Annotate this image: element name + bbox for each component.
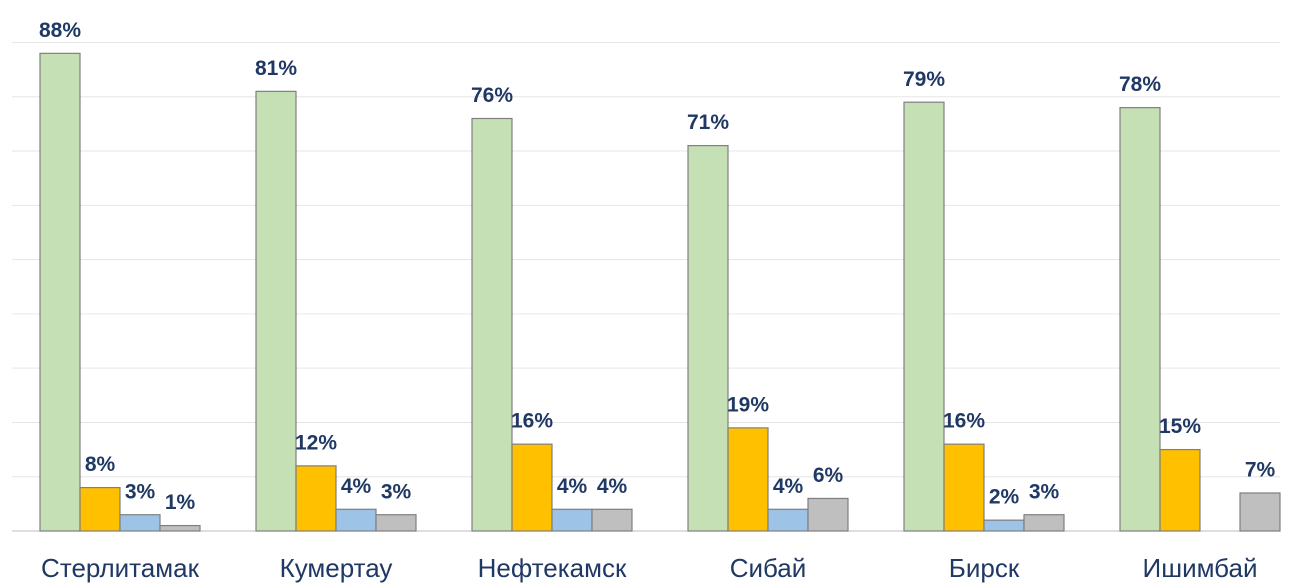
- bar: [1159, 448, 1201, 532]
- data-label: 1%: [165, 491, 196, 514]
- x-tick-label: Бирск: [949, 553, 1020, 583]
- bar: [943, 443, 985, 532]
- data-label: 78%: [1119, 73, 1161, 96]
- data-label: 4%: [557, 475, 588, 498]
- data-label: 71%: [687, 111, 729, 134]
- bar: [119, 514, 161, 532]
- bar: [471, 117, 513, 532]
- x-tick-label: Сибай: [730, 553, 807, 583]
- bar: [687, 145, 729, 532]
- data-label: 3%: [1029, 480, 1060, 503]
- data-label: 7%: [1245, 459, 1276, 482]
- bar: [255, 90, 297, 532]
- x-tick-label: Ишимбай: [1143, 553, 1258, 583]
- bar: [159, 524, 201, 532]
- bar: [807, 497, 849, 532]
- bar: [79, 486, 121, 532]
- data-label: 4%: [773, 475, 804, 498]
- bar: [727, 427, 769, 532]
- bar: [1119, 107, 1161, 532]
- bar: [983, 519, 1025, 532]
- bar: [295, 465, 337, 532]
- bar: [591, 508, 633, 532]
- data-label: 6%: [813, 464, 844, 487]
- x-tick-label: Стерлитамак: [41, 553, 200, 583]
- bar: [903, 101, 945, 532]
- data-label: 19%: [727, 393, 769, 416]
- data-label: 81%: [255, 57, 297, 80]
- data-label: 12%: [295, 431, 337, 454]
- bar: [39, 52, 81, 532]
- data-label: 15%: [1159, 415, 1201, 438]
- data-label: 88%: [39, 19, 81, 42]
- bar: [511, 443, 553, 532]
- bar: [335, 508, 377, 532]
- data-label: 2%: [989, 486, 1020, 509]
- data-label: 16%: [511, 410, 553, 433]
- x-tick-label: Нефтекамск: [478, 553, 627, 583]
- data-label: 3%: [125, 480, 156, 503]
- bar: [1239, 492, 1281, 532]
- bar: [1023, 514, 1065, 532]
- data-label: 76%: [471, 84, 513, 107]
- bar: [551, 508, 593, 532]
- data-label: 4%: [597, 475, 628, 498]
- data-label: 3%: [381, 480, 412, 503]
- x-tick-label: Кумертау: [280, 553, 393, 583]
- bar: [767, 508, 809, 532]
- data-label: 79%: [903, 68, 945, 91]
- bar: [375, 514, 417, 532]
- data-label: 8%: [85, 453, 116, 476]
- data-label: 4%: [341, 475, 372, 498]
- data-label: 16%: [943, 410, 985, 433]
